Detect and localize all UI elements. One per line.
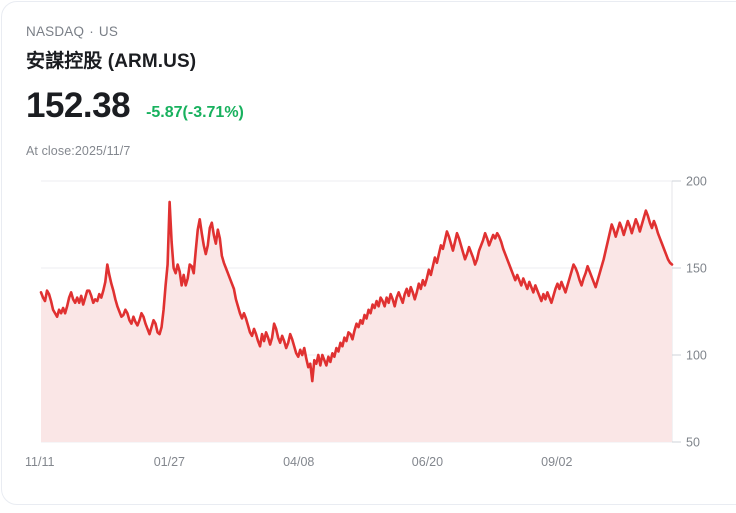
- region-label: US: [98, 24, 119, 39]
- page-title: 安謀控股 (ARM.US): [26, 51, 197, 72]
- price-change: -5.87(-3.71%): [146, 104, 244, 121]
- exchange-region-row: NASDAQ · US: [26, 24, 118, 39]
- market-status-note: At close:2025/11/7: [26, 144, 131, 158]
- exchange-label: NASDAQ: [26, 24, 85, 39]
- price-row: 152.38 -5.87(-3.71%): [26, 88, 244, 123]
- last-price: 152.38: [26, 86, 131, 125]
- exchange-separator-dot: ·: [89, 24, 94, 39]
